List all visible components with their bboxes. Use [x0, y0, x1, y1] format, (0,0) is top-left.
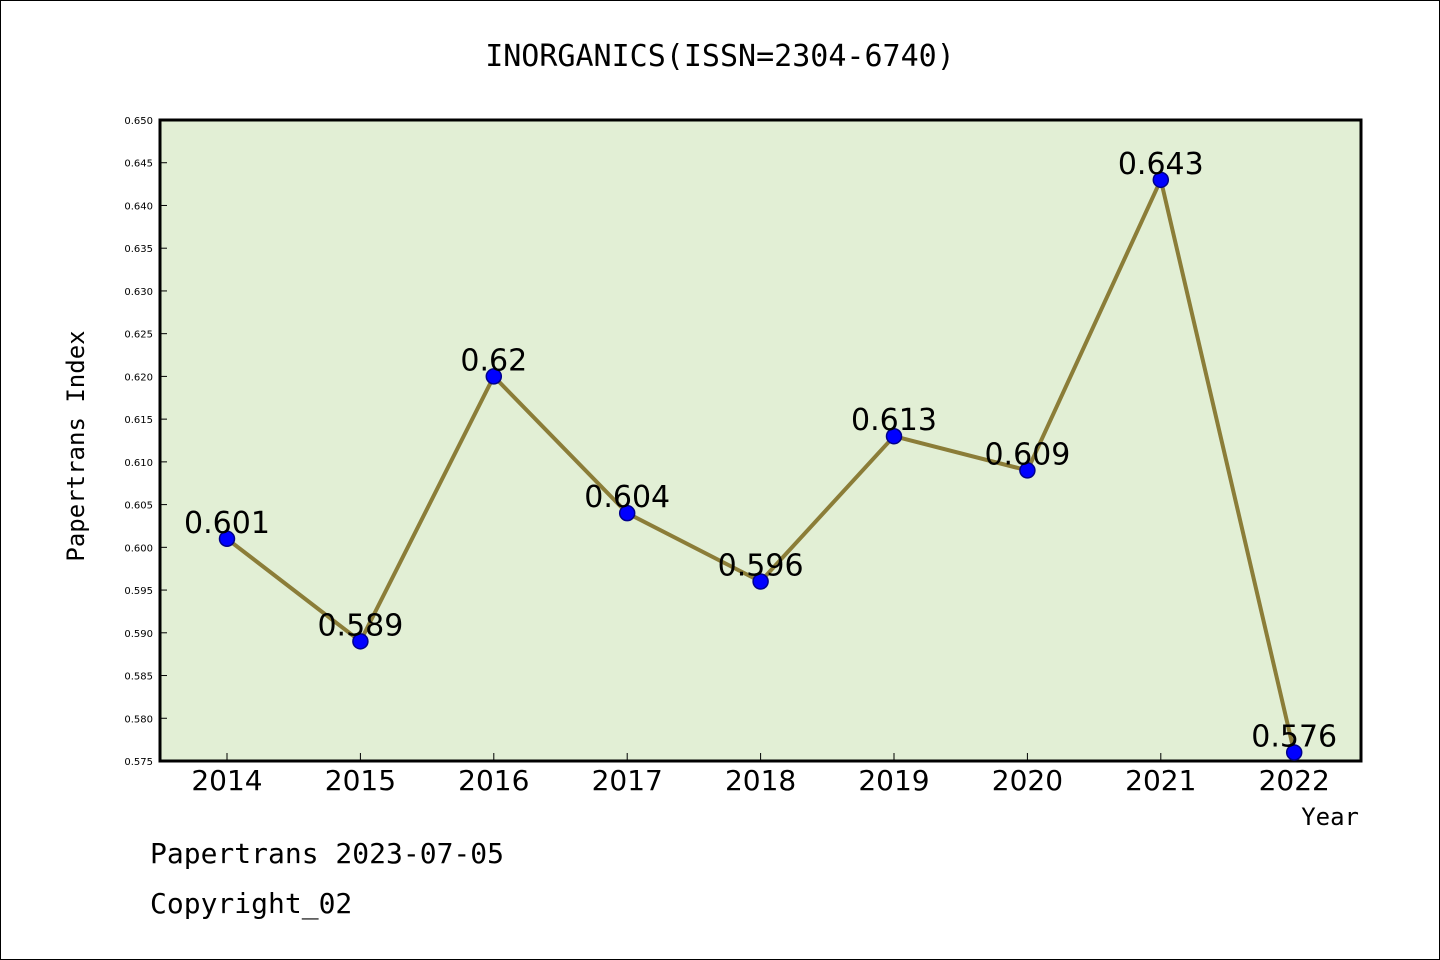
data-point [1019, 462, 1036, 479]
x-tick-label: 2015 [325, 764, 396, 797]
data-point [885, 427, 903, 445]
data-label: 0.589 [317, 608, 403, 643]
y-axis: 0.575 0.580 0.585 0.590 0.595 0.600 0.605 0.610… [124, 116, 167, 768]
x-tick-label: 2016 [458, 764, 529, 797]
data-label: 0.613 [851, 403, 937, 438]
footer-date: Papertrans 2023-07-05 [150, 837, 504, 870]
y-tick-label: 0.590 [124, 629, 153, 640]
data-labels-group: 0.601 0.589 0.62 0.604 0.596 0.613 0.609 0.643 0… [184, 147, 1337, 755]
x-tick-label: 2018 [725, 764, 796, 797]
data-point [618, 504, 636, 522]
chart-title: INORGANICS(ISSN=2304-6740) [485, 39, 955, 74]
points-group [218, 171, 1303, 761]
y-tick-label: 0.585 [124, 672, 153, 683]
data-point [752, 573, 769, 590]
y-tick-label: 0.635 [124, 244, 153, 255]
y-tick-label: 0.650 [124, 116, 153, 127]
y-tick-label: 0.620 [124, 372, 153, 383]
y-tick-label: 0.625 [124, 330, 153, 341]
plot-area [158, 118, 1363, 763]
x-tick-label: 2017 [592, 764, 663, 797]
y-tick-label: 0.645 [124, 159, 153, 170]
y-tick-label: 0.610 [124, 458, 153, 469]
data-label: 0.609 [984, 437, 1070, 472]
data-point [352, 633, 369, 650]
data-label: 0.596 [718, 549, 804, 584]
x-tick-label: 2021 [1125, 764, 1196, 797]
data-label: 0.576 [1251, 719, 1337, 754]
y-tick-label: 0.605 [124, 501, 153, 512]
y-tick-label: 0.640 [124, 201, 153, 212]
x-tick-label: 2014 [191, 764, 262, 797]
data-point [218, 530, 236, 548]
x-tick-label: 2022 [1259, 764, 1330, 797]
x-tick-label: 2020 [992, 764, 1063, 797]
data-label: 0.601 [184, 506, 270, 541]
data-point [1152, 171, 1170, 189]
x-axis-label: Year [1301, 803, 1359, 831]
data-point [1285, 744, 1303, 761]
y-tick-label: 0.615 [124, 415, 153, 426]
y-tick-label: 0.630 [124, 287, 153, 298]
data-label: 0.643 [1118, 147, 1204, 182]
y-tick-label: 0.600 [124, 543, 153, 554]
y-tick-label: 0.595 [124, 586, 153, 597]
data-point [485, 368, 503, 385]
data-label: 0.62 [460, 343, 527, 378]
y-tick-label: 0.580 [124, 714, 153, 725]
x-tick-label: 2019 [858, 764, 929, 797]
y-axis-label: Papertrans Index [62, 330, 90, 561]
data-label: 0.604 [584, 480, 670, 515]
y-tick-label: 0.575 [124, 757, 153, 768]
x-axis: 2014 2015 2016 2017 2018 2019 2020 2021 2022 [191, 753, 1330, 797]
footer-copyright: Copyright_02 [150, 887, 352, 921]
